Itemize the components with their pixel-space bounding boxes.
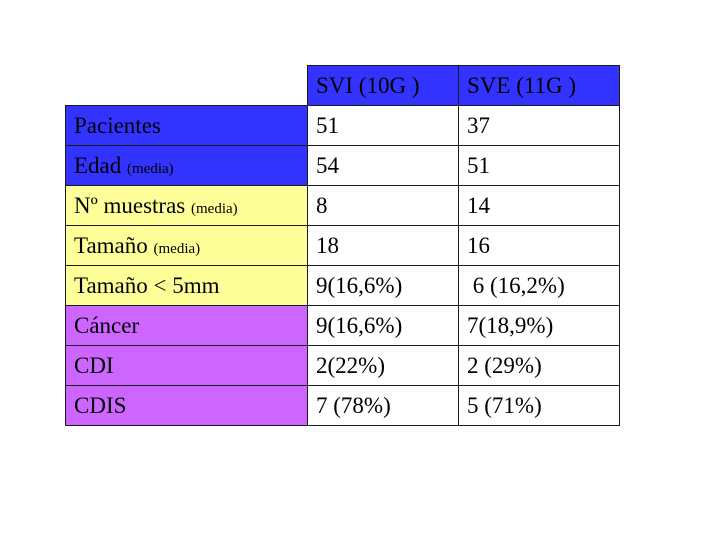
- table-row: CDIS 7 (78%) 5 (71%): [65, 385, 620, 426]
- row-label-note: (media): [191, 200, 238, 217]
- cell-svi: 51: [307, 105, 459, 146]
- cell-svi: 18: [307, 225, 459, 266]
- header-svi: SVI (10G ): [307, 65, 459, 106]
- cell-sve: 14: [458, 185, 620, 226]
- row-label: Tamaño < 5mm: [65, 265, 308, 306]
- table-row: Pacientes 51 37: [65, 105, 620, 146]
- comparison-table: SVI (10G ) SVE (11G ) Pacientes 51 37 Ed…: [65, 65, 620, 426]
- table-row: Nº muestras (media) 8 14: [65, 185, 620, 226]
- cell-svi: 2(22%): [307, 345, 459, 386]
- table-row: Cáncer 9(16,6%) 7(18,9%): [65, 305, 620, 346]
- row-label-text: Tamaño < 5mm: [74, 272, 220, 298]
- cell-sve: 37: [458, 105, 620, 146]
- cell-sve: 6 (16,2%): [458, 265, 620, 306]
- table-row: Tamaño (media) 18 16: [65, 225, 620, 266]
- row-label-text: Nº muestras: [74, 192, 191, 218]
- cell-svi: 9(16,6%): [307, 265, 459, 306]
- row-label: CDIS: [65, 385, 308, 426]
- cell-sve: 2 (29%): [458, 345, 620, 386]
- cell-sve: 16: [458, 225, 620, 266]
- cell-svi: 54: [307, 145, 459, 186]
- row-label-text: CDI: [74, 352, 114, 378]
- row-label-note: (media): [153, 240, 201, 257]
- cell-sve: 5 (71%): [458, 385, 620, 426]
- cell-sve: 51: [458, 145, 620, 186]
- row-label-text: Tamaño: [74, 232, 154, 258]
- table-row: Tamaño < 5mm 9(16,6%) 6 (16,2%): [65, 265, 620, 306]
- row-label: Pacientes: [65, 105, 308, 146]
- row-label: Nº muestras (media): [65, 185, 308, 226]
- row-label-text: Pacientes: [74, 112, 161, 138]
- cell-svi: 8: [307, 185, 459, 226]
- header-row: SVI (10G ) SVE (11G ): [66, 65, 620, 106]
- cell-svi: 7 (78%): [307, 385, 459, 426]
- row-label-text: Edad: [74, 152, 128, 178]
- corner-cell: [66, 66, 308, 106]
- cell-svi: 9(16,6%): [307, 305, 459, 346]
- row-label-text: CDIS: [74, 392, 127, 418]
- table-row: Edad (media) 54 51: [65, 145, 620, 186]
- header-sve: SVE (11G ): [458, 65, 620, 106]
- row-label: Cáncer: [65, 305, 308, 346]
- row-label: Tamaño (media): [65, 225, 308, 266]
- table-row: CDI 2(22%) 2 (29%): [65, 345, 620, 386]
- row-label-note: (media): [127, 160, 174, 177]
- row-label-text: Cáncer: [74, 312, 140, 338]
- row-label: Edad (media): [65, 145, 308, 186]
- row-label: CDI: [65, 345, 308, 386]
- cell-sve: 7(18,9%): [458, 305, 620, 346]
